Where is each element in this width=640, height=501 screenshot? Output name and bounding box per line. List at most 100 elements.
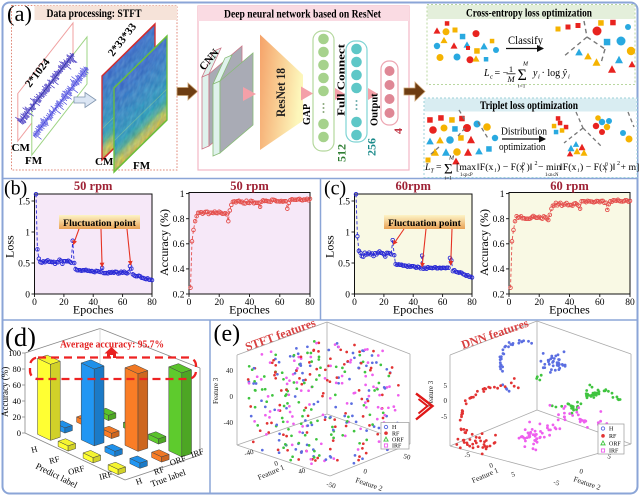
svg-text:optimization: optimization (499, 142, 546, 153)
svg-text:Σ: Σ (518, 67, 527, 84)
svg-text:0.5: 0.5 (18, 259, 30, 269)
svg-text:= −: = − (495, 68, 509, 79)
svg-text:0.8: 0.8 (173, 215, 185, 225)
svg-text:4: 4 (391, 128, 405, 134)
svg-text:H: H (609, 427, 614, 433)
svg-text:L: L (424, 162, 430, 173)
svg-text:0.4: 0.4 (493, 265, 505, 275)
svg-text:CM: CM (95, 156, 114, 168)
svg-text:Accuracy (%): Accuracy (%) (0, 367, 10, 417)
svg-text:1.5: 1.5 (18, 197, 30, 207)
svg-text:Average accuracy: 95.7%: Average accuracy: 95.7% (60, 340, 164, 351)
svg-text:1≤n≤N: 1≤n≤N (545, 173, 559, 178)
svg-text:RF: RF (152, 464, 165, 477)
svg-text:50: 50 (402, 452, 411, 462)
svg-text:i=1: i=1 (445, 176, 453, 182)
svg-text:1: 1 (509, 64, 513, 74)
svg-text:i: i (568, 74, 570, 81)
svg-text:0.8: 0.8 (493, 215, 505, 225)
svg-text:0: 0 (488, 461, 494, 470)
svg-text:0.6: 0.6 (173, 240, 185, 250)
svg-text:-5: -5 (552, 478, 560, 487)
svg-text:i: i (522, 169, 524, 175)
svg-text:0: 0 (187, 298, 192, 308)
svg-text:RF: RF (392, 431, 400, 437)
svg-text:60: 60 (118, 298, 128, 308)
svg-text:IRF: IRF (98, 469, 114, 482)
svg-text:Data processing: STFT: Data processing: STFT (47, 8, 142, 20)
svg-text:1.5: 1.5 (338, 197, 350, 207)
svg-text:Output: Output (370, 93, 381, 126)
svg-text:80: 80 (147, 298, 157, 308)
svg-text:0: 0 (345, 290, 350, 300)
svg-text:256: 256 (365, 138, 379, 156)
svg-text:80: 80 (625, 298, 635, 308)
svg-text:ResNet 18: ResNet 18 (274, 68, 288, 117)
svg-text:20: 20 (59, 298, 69, 308)
svg-text:FM: FM (133, 160, 151, 172)
svg-text:0: 0 (273, 459, 279, 468)
svg-text:-40: -40 (243, 448, 255, 458)
svg-text:+ m]: + m] (621, 162, 640, 173)
svg-text:60rpm: 60rpm (395, 179, 431, 193)
svg-text:=: = (436, 162, 442, 173)
svg-text:(c): (c) (324, 178, 346, 200)
svg-text:· log: · log (542, 68, 561, 79)
svg-text:Triplet loss optimization: Triplet loss optimization (480, 100, 578, 112)
svg-text:1: 1 (500, 190, 505, 200)
svg-text:0.5: 0.5 (338, 259, 350, 269)
svg-text:Loss: Loss (323, 235, 337, 258)
svg-text:RF: RF (48, 454, 61, 466)
svg-text:Deep neural network based on R: Deep neural network based on ResNet (224, 7, 381, 21)
svg-text:IRF: IRF (392, 444, 402, 450)
svg-text:M: M (522, 62, 529, 68)
svg-text:1≤p≤P: 1≤p≤P (460, 173, 473, 178)
svg-text:Feature 3: Feature 3 (212, 377, 220, 404)
svg-text:-5: -5 (441, 413, 447, 421)
svg-text:40: 40 (297, 466, 306, 476)
svg-text:0: 0 (17, 428, 21, 438)
svg-text:M: M (506, 74, 515, 84)
svg-text:0: 0 (362, 467, 368, 476)
svg-text:Classify: Classify (508, 35, 543, 47)
svg-text:50 rpm: 50 rpm (74, 179, 113, 193)
svg-text:40: 40 (13, 396, 22, 406)
svg-text:1: 1 (25, 228, 30, 238)
svg-text:Feature 3: Feature 3 (427, 380, 435, 407)
svg-text:ORF: ORF (609, 441, 621, 447)
svg-text:5: 5 (606, 452, 612, 461)
svg-text:i=1: i=1 (518, 84, 526, 90)
svg-text:(b): (b) (4, 178, 27, 200)
svg-text:ORF: ORF (392, 438, 404, 444)
svg-text:60: 60 (13, 380, 22, 390)
svg-text:512: 512 (335, 144, 349, 162)
svg-text:60: 60 (275, 298, 285, 308)
svg-text:(e): (e) (214, 321, 241, 347)
svg-text:40: 40 (408, 298, 418, 308)
svg-text:1: 1 (345, 228, 350, 238)
svg-text:0: 0 (32, 298, 37, 308)
svg-text:0.2: 0.2 (173, 290, 185, 300)
svg-text:c: c (490, 74, 493, 81)
svg-text:0: 0 (352, 298, 357, 308)
svg-text:-5: -5 (463, 451, 471, 460)
svg-text:-50: -50 (325, 480, 337, 490)
svg-text:IRF: IRF (189, 446, 205, 460)
svg-text:IRF: IRF (609, 449, 619, 455)
svg-text:‖F(x: ‖F(x (560, 162, 576, 173)
svg-text:)‖: )‖ (610, 162, 616, 173)
svg-text:20: 20 (379, 298, 389, 308)
svg-text:40: 40 (245, 298, 255, 308)
svg-text:Accuracy (%): Accuracy (%) (477, 209, 491, 276)
svg-text:− min: − min (538, 162, 561, 173)
svg-text:60: 60 (438, 298, 448, 308)
svg-text:GAP: GAP (302, 104, 313, 125)
svg-text:L: L (483, 68, 490, 79)
svg-text:n: n (605, 162, 608, 168)
svg-text:Cross-entropy loss optimizatio: Cross-entropy loss optimization (466, 8, 592, 20)
svg-text:50 rpm: 50 rpm (230, 179, 269, 193)
svg-text:FM: FM (25, 155, 43, 167)
svg-text:2: 2 (617, 161, 620, 167)
svg-text:0: 0 (444, 397, 448, 405)
svg-text:0.4: 0.4 (173, 265, 185, 275)
